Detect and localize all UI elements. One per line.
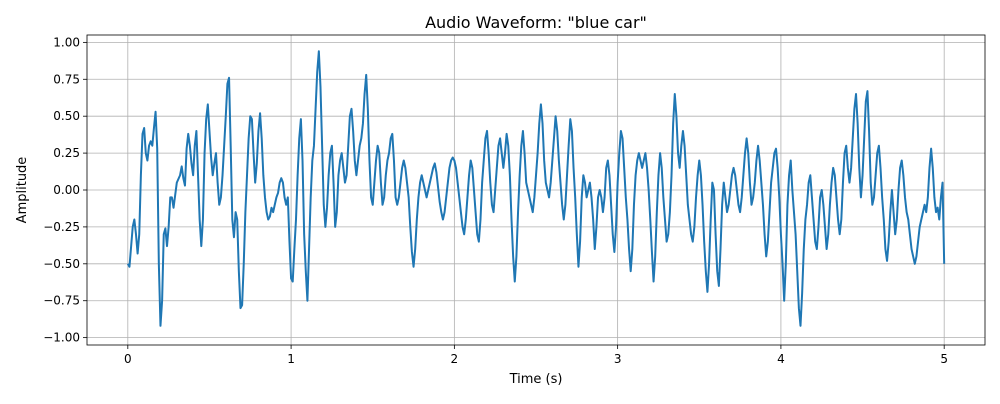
y-tick-label: −0.25: [43, 220, 80, 234]
chart-title: Audio Waveform: "blue car": [425, 13, 647, 32]
waveform-line: [126, 50, 946, 327]
y-tick-label: 1.00: [53, 35, 80, 49]
x-tick-label: 5: [940, 352, 948, 366]
y-tick-label: 0.00: [53, 183, 80, 197]
x-tick-label: 1: [287, 352, 295, 366]
y-axis-label: Amplitude: [15, 157, 30, 224]
x-tick-label: 0: [124, 352, 132, 366]
x-axis-label: Time (s): [509, 372, 563, 387]
ticks: 0 1 2 3 4 5 −1.00 −0.75 −0.50 −0.25 0.00 0.25 0.50 0.…: [43, 35, 948, 366]
y-tick-label: −1.00: [43, 331, 80, 345]
y-tick-label: 0.75: [53, 72, 80, 86]
y-tick-label: 0.50: [53, 109, 80, 123]
x-tick-label: 4: [777, 352, 785, 366]
y-tick-label: −0.75: [43, 294, 80, 308]
series-layer: [126, 50, 946, 327]
x-tick-label: 2: [451, 352, 459, 366]
x-tick-label: 3: [614, 352, 622, 366]
y-tick-label: 0.25: [53, 146, 80, 160]
grid: [87, 35, 985, 345]
y-tick-label: −0.50: [43, 257, 80, 271]
